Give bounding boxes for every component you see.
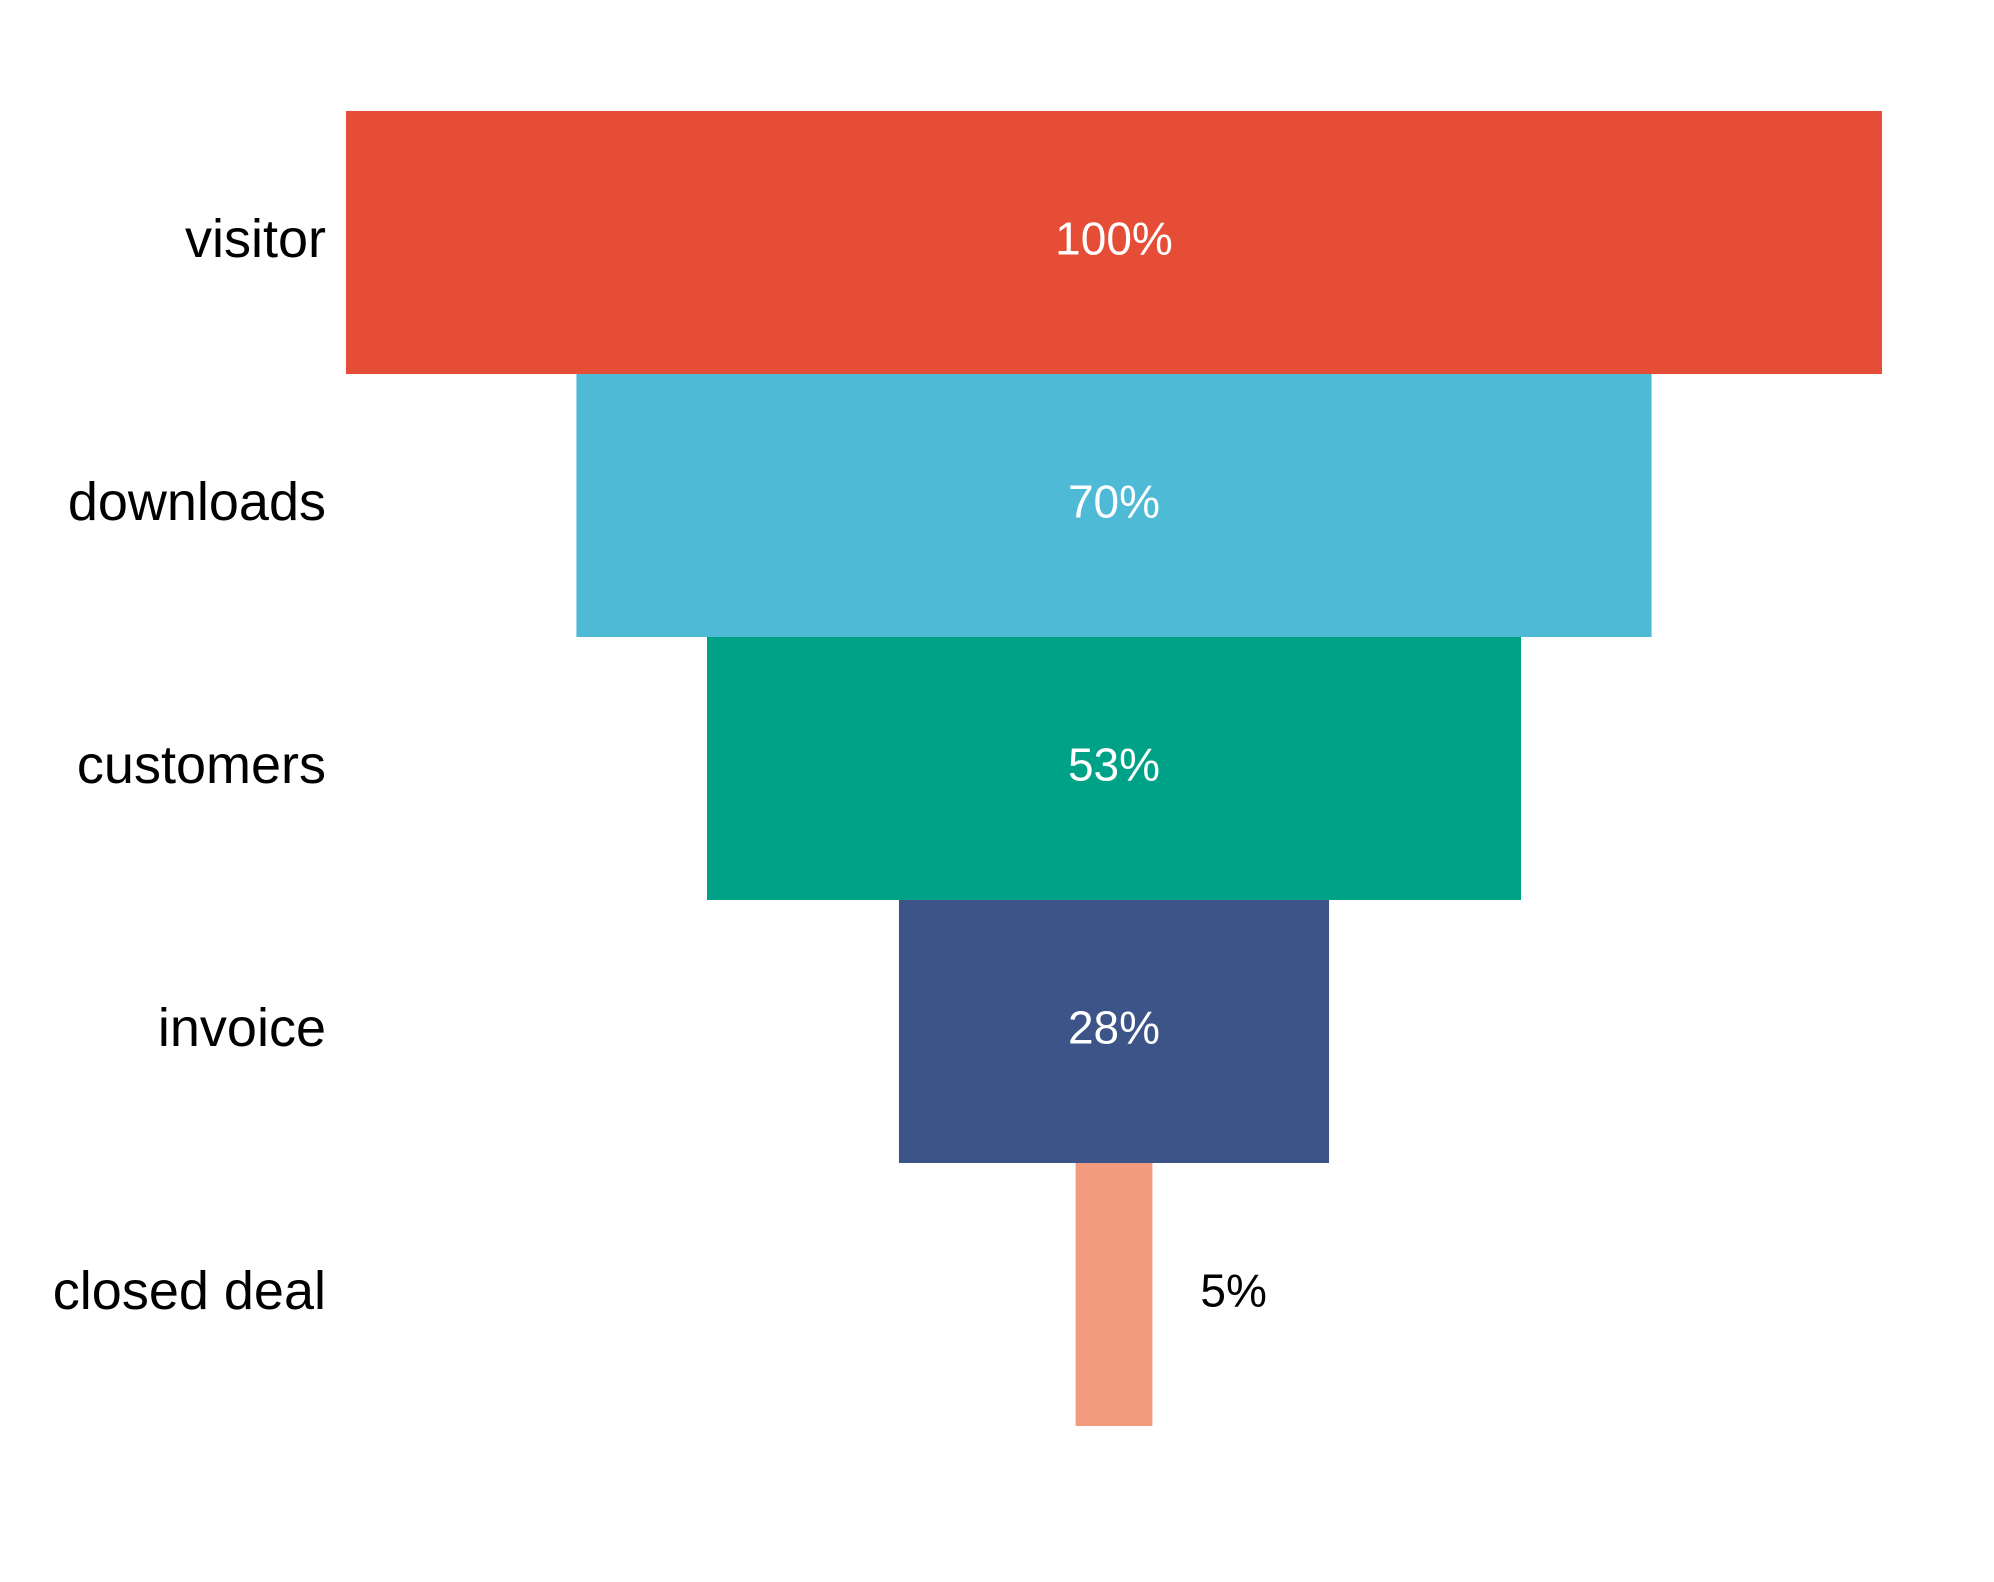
category-label: invoice <box>158 998 326 1058</box>
category-label: downloads <box>68 472 326 532</box>
funnel-bar <box>898 900 1330 1163</box>
funnel-bar <box>1075 1163 1153 1426</box>
funnel-bar <box>346 111 1882 374</box>
funnel-bar <box>706 637 1522 900</box>
category-label: customers <box>77 735 326 795</box>
category-label: visitor <box>185 209 326 269</box>
category-label: closed deal <box>53 1261 326 1321</box>
value-label: 28% <box>1068 1002 1160 1054</box>
value-label: 70% <box>1068 476 1160 528</box>
funnel-bar <box>576 374 1652 637</box>
value-label: 5% <box>1200 1265 1266 1317</box>
value-label: 100% <box>1055 213 1173 265</box>
value-label: 53% <box>1068 739 1160 791</box>
